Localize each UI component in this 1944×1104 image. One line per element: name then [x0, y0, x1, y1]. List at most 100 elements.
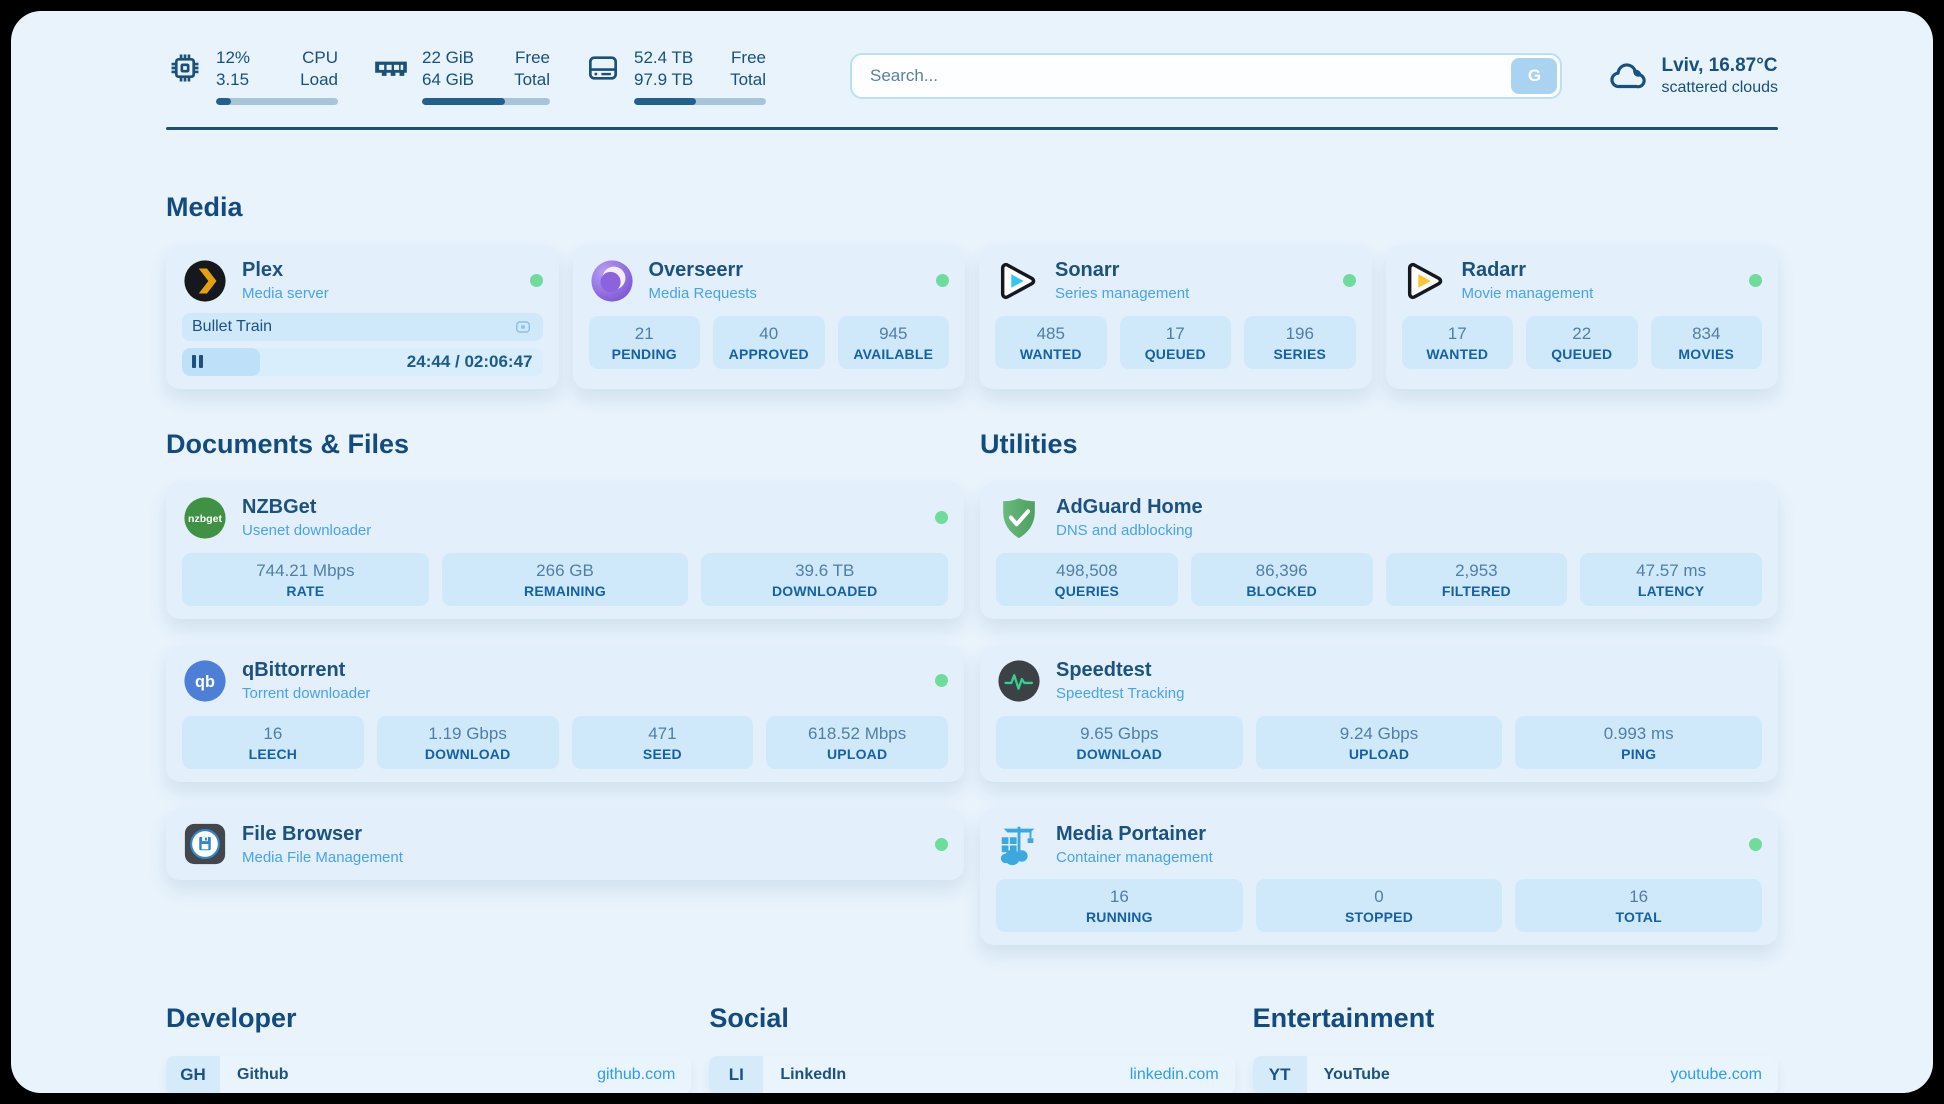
speedtest-icon	[996, 658, 1042, 704]
section-entertainment: Entertainment YT YouTube youtube.com NF …	[1252, 1003, 1778, 1093]
stat-box: 834 MOVIES	[1650, 315, 1762, 369]
stat-box: 1.19 Gbps DOWNLOAD	[376, 715, 559, 769]
service-card-speedtest[interactable]: Speedtest Speedtest Tracking 9.65 Gbps DO…	[980, 644, 1778, 782]
stat-box: 0.993 ms PING	[1515, 715, 1763, 769]
stat-box: 498,508 QUERIES	[996, 552, 1178, 606]
status-dot	[935, 674, 948, 688]
ram-progressbar	[422, 98, 550, 106]
top-bar: 12% 3.15 CPU Load	[11, 11, 1933, 111]
service-card-sonarr[interactable]: Sonarr Series management 485 WANTED 17 QUE…	[979, 244, 1372, 389]
link-row-github[interactable]: GH Github github.com	[166, 1056, 692, 1093]
stat-box: 39.6 TB DOWNLOADED	[701, 552, 949, 606]
stat-box: 21 PENDING	[588, 315, 700, 369]
service-card-overseerr[interactable]: Overseerr Media Requests 21 PENDING 40 APP…	[572, 244, 965, 389]
nzbget-icon: nzbget	[182, 495, 228, 541]
section-social: Social LI LinkedIn linkedin.com TW Twitt…	[709, 1003, 1235, 1093]
svg-text:nzbget: nzbget	[188, 512, 222, 524]
search-input[interactable]	[850, 53, 1563, 99]
now-playing-title: Bullet Train	[192, 317, 273, 335]
youtube-badge: YT	[1252, 1056, 1307, 1093]
status-dot	[935, 837, 948, 851]
section-documents: Documents & Files nzbget	[166, 429, 964, 946]
status-dot	[529, 274, 543, 287]
service-card-portainer[interactable]: Media Portainer Container management 16 R…	[980, 808, 1778, 946]
stat-box: 266 GB REMAINING	[441, 552, 689, 606]
weather-location: Lviv, 16.87°C	[1661, 55, 1778, 76]
service-card-filebrowser[interactable]: File Browser Media File Management	[166, 808, 964, 880]
radarr-icon	[1402, 258, 1448, 304]
ram-stat: 22 GiB 64 GiB Free Total	[372, 47, 550, 106]
stat-box: 86,396 BLOCKED	[1190, 552, 1373, 606]
stat-box: 16 LEECH	[182, 715, 364, 769]
disk-progressbar	[634, 98, 766, 106]
portainer-icon	[996, 821, 1042, 867]
link-row-youtube[interactable]: YT YouTube youtube.com	[1252, 1056, 1778, 1093]
service-card-adguard[interactable]: AdGuard Home DNS and adblocking 498,508 Q…	[980, 481, 1778, 619]
stat-box: 47.57 ms LATENCY	[1580, 552, 1762, 606]
playback-time: 24:44 / 02:06:47	[406, 351, 533, 371]
stat-box: 17 QUEUED	[1119, 315, 1231, 369]
service-card-nzbget[interactable]: nzbget NZBGet Usenet downloader 74	[166, 481, 964, 619]
svg-text:qb: qb	[195, 673, 215, 691]
linkedin-badge: LI	[709, 1056, 764, 1093]
status-dot	[1749, 274, 1762, 287]
disk-icon	[584, 49, 622, 87]
ram-free: 22 GiB	[422, 47, 474, 67]
header-divider	[166, 127, 1778, 130]
cpu-stat: 12% 3.15 CPU Load	[166, 47, 338, 106]
weather-condition: scattered clouds	[1661, 79, 1778, 96]
github-badge: GH	[166, 1056, 220, 1093]
cast-icon[interactable]	[513, 317, 533, 337]
cpu-load-value: 3.15	[216, 70, 250, 89]
section-media: Media Plex Media server	[166, 192, 1778, 389]
cpu-icon	[166, 49, 204, 87]
section-utilities: Utilities	[980, 429, 1778, 946]
status-dot	[936, 274, 949, 287]
section-title-media: Media	[166, 191, 243, 222]
stat-box: 0 STOPPED	[1255, 879, 1503, 933]
stat-box: 196 SERIES	[1244, 315, 1356, 369]
stat-box: 16 TOTAL	[1515, 879, 1763, 933]
playback-progressbar: 24:44 / 02:06:47	[182, 347, 543, 376]
search-bar: G	[850, 53, 1563, 99]
section-title-entertainment: Entertainment	[1252, 1003, 1435, 1034]
search-go-button[interactable]: G	[1511, 58, 1558, 94]
stat-box: 16 RUNNING	[996, 879, 1243, 933]
service-card-radarr[interactable]: Radarr Movie management 17 WANTED 22 QUEUE…	[1385, 244, 1778, 389]
cloud-icon	[1606, 55, 1648, 97]
cpu-progressbar	[216, 98, 338, 106]
stat-box: 618.52 Mbps UPLOAD	[766, 715, 948, 769]
ram-icon	[372, 49, 410, 87]
stat-box: 17 WANTED	[1401, 315, 1513, 369]
section-title-utilities: Utilities	[980, 428, 1078, 459]
disk-stat: 52.4 TB 97.9 TB Free Total	[584, 47, 766, 106]
stat-box: 744.21 Mbps RATE	[182, 552, 429, 606]
ram-total: 64 GiB	[422, 70, 474, 89]
pause-icon[interactable]	[192, 355, 203, 368]
section-title-social: Social	[709, 1003, 789, 1034]
section-developer: Developer GH Github github.com SO StackO…	[166, 1003, 692, 1093]
stat-box: 471 SEED	[571, 715, 754, 769]
adguard-icon	[996, 495, 1042, 541]
disk-free: 52.4 TB	[634, 47, 694, 67]
service-card-plex[interactable]: Plex Media server Bullet Train	[166, 244, 559, 389]
service-card-qbittorrent[interactable]: qb qBittorrent Torrent downloader	[166, 644, 964, 782]
link-row-linkedin[interactable]: LI LinkedIn linkedin.com	[709, 1056, 1235, 1093]
section-title-developer: Developer	[166, 1003, 297, 1034]
stat-box: 22 QUEUED	[1526, 315, 1638, 369]
sonarr-icon	[995, 258, 1041, 304]
cpu-percent: 12%	[216, 47, 251, 67]
stat-box: 945 AVAILABLE	[837, 315, 949, 369]
dashboard-window: 12% 3.15 CPU Load	[11, 11, 1933, 1093]
stat-box: 40 APPROVED	[713, 315, 825, 369]
disk-total: 97.9 TB	[634, 70, 694, 89]
stat-box: 485 WANTED	[995, 315, 1107, 369]
status-dot	[1342, 274, 1356, 287]
weather-widget: Lviv, 16.87°C scattered clouds	[1606, 55, 1778, 97]
section-title-documents: Documents & Files	[166, 428, 410, 459]
overseerr-icon	[589, 258, 635, 304]
filebrowser-icon	[182, 821, 228, 867]
status-dot	[935, 511, 948, 524]
stat-box: 9.65 Gbps DOWNLOAD	[996, 715, 1243, 769]
qbittorrent-icon: qb	[182, 658, 228, 704]
